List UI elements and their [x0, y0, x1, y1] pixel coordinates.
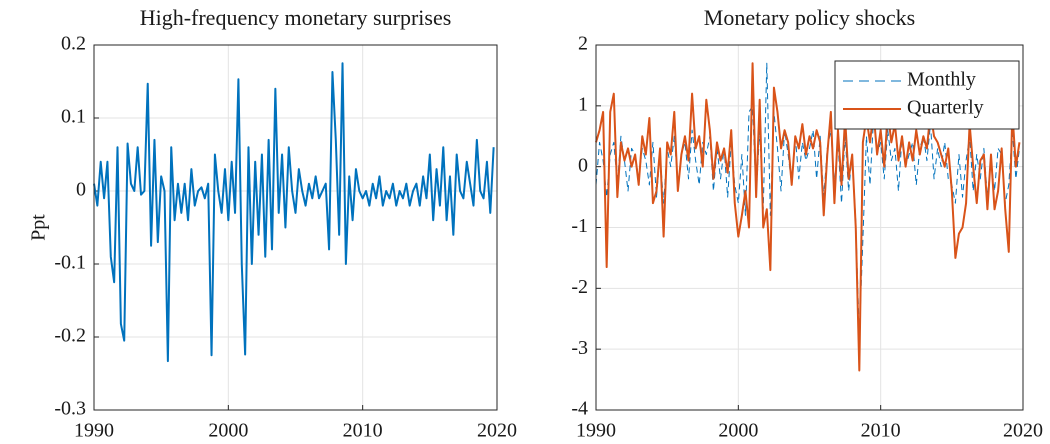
series-line — [595, 62, 1021, 372]
legend-box — [834, 60, 1020, 130]
legend-label: Monthly — [907, 69, 976, 91]
chart-title: High-frequency monetary surprises — [140, 5, 452, 30]
x-tick-label: 2000 — [208, 420, 248, 442]
y-tick-label: 2 — [578, 33, 588, 55]
y-axis-label: Ppt — [28, 214, 50, 241]
x-tick-label: 2010 — [343, 420, 383, 442]
y-tick-label: -1 — [571, 215, 588, 237]
x-tick-label: 2020 — [1003, 420, 1043, 442]
legend-label: Quarterly — [907, 97, 984, 119]
axes-frame — [93, 44, 498, 411]
legend: Monthly Quarterly — [834, 60, 1020, 130]
x-tick-label: 1990 — [74, 420, 114, 442]
y-tick-label: 0 — [578, 154, 588, 176]
y-tick-label: 0.2 — [61, 33, 86, 55]
y-tick-label: -2 — [571, 276, 588, 298]
series-line — [595, 62, 1020, 338]
x-tick-label: 2010 — [861, 420, 901, 442]
axes-frame — [595, 44, 1024, 411]
y-tick-label: -0.2 — [54, 325, 86, 347]
chart-title: Monetary policy shocks — [704, 5, 915, 30]
x-tick-label: 1990 — [576, 420, 616, 442]
y-tick-label: 1 — [578, 93, 588, 115]
y-tick-label: -4 — [571, 398, 588, 420]
series-line — [93, 62, 495, 363]
x-tick-label: 2000 — [718, 420, 758, 442]
plot-area — [94, 45, 497, 410]
panel: 1990 2000 2010 2020 -0.3 -0.2 -0.1 0 0.1 0.2 High-… — [28, 5, 517, 442]
y-tick-label: 0 — [76, 179, 86, 201]
panel: 1990 2000 2010 2020 -4 -3 -2 -1 0 1 2 Monetary poli… — [571, 5, 1043, 442]
x-tick-label: 2020 — [477, 420, 517, 442]
y-tick-label: -0.1 — [54, 252, 86, 274]
y-tick-label: -0.3 — [54, 398, 86, 420]
y-tick-label: 0.1 — [61, 106, 86, 128]
y-tick-label: -3 — [571, 337, 588, 359]
